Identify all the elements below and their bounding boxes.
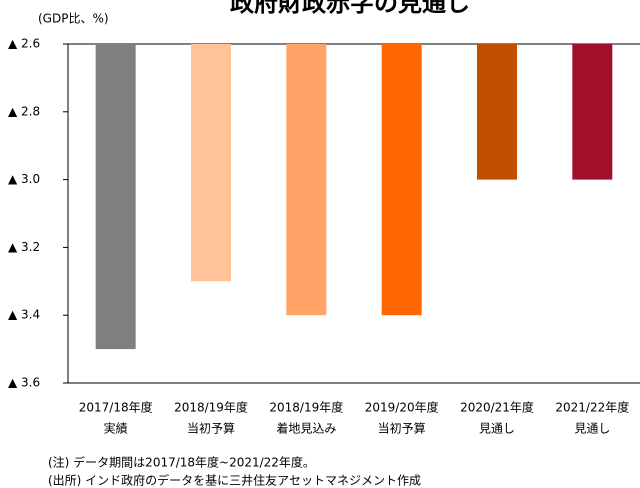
y-tick-label: ▲ 3.4 (8, 308, 40, 322)
x-tick-label: 2017/18年度 (79, 400, 153, 415)
y-tick-label: ▲ 3.2 (8, 240, 40, 254)
x-tick-label: 見通し (479, 422, 515, 436)
x-tick-label: 着地見込み (276, 421, 336, 436)
x-tick-label: 当初予算 (187, 421, 235, 436)
note: (出所) インド政府のデータを基に三井住友アセットマネジメント作成 (48, 473, 421, 488)
x-tick-label: 当初予算 (378, 421, 426, 436)
x-tick-label: 実績 (104, 421, 128, 436)
x-tick-label: 2020/21年度 (460, 400, 534, 415)
x-tick-label: 2021/22年度 (555, 400, 629, 415)
x-tick-label: 見通し (574, 422, 610, 436)
note: (注) データ期間は2017/18年度~2021/22年度。 (48, 455, 315, 470)
y-tick-label: ▲ 3.0 (8, 172, 40, 186)
bar (572, 44, 613, 180)
y-tick-label: ▲ 2.8 (8, 104, 40, 118)
bar (381, 44, 422, 316)
bar (95, 44, 136, 350)
y-axis-label: (GDP比、%) (38, 12, 109, 26)
x-tick-label: 2018/19年度 (269, 400, 343, 415)
chart-title: 政府財政赤字の見通し (230, 0, 470, 17)
y-tick-label: ▲ 2.6 (8, 37, 40, 51)
x-tick-label: 2019/20年度 (365, 400, 439, 415)
bar (191, 44, 231, 282)
bar (286, 44, 327, 316)
bar (477, 44, 517, 180)
x-tick-label: 2018/19年度 (174, 400, 248, 415)
y-tick-label: ▲ 3.6 (8, 376, 40, 390)
